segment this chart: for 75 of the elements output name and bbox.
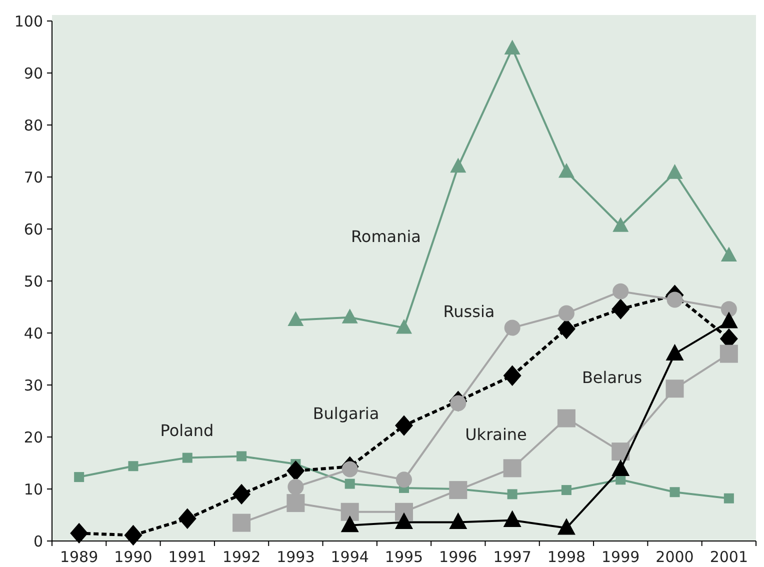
x-tick-label: 1990 bbox=[114, 548, 152, 566]
point bbox=[288, 478, 304, 495]
point bbox=[342, 461, 358, 478]
point bbox=[558, 305, 574, 322]
point bbox=[344, 478, 355, 489]
y-tick-label: 70 bbox=[24, 168, 43, 186]
x-tick-label: 2000 bbox=[656, 548, 694, 566]
point bbox=[395, 415, 413, 436]
point bbox=[449, 481, 468, 500]
point bbox=[720, 301, 737, 318]
point bbox=[232, 514, 251, 532]
series-label: Bulgaria bbox=[312, 404, 380, 423]
series-label: Belarus bbox=[582, 368, 642, 387]
point bbox=[720, 344, 738, 363]
point bbox=[128, 461, 138, 472]
x-tick-label: 1991 bbox=[168, 548, 206, 566]
x-tick-label: 1993 bbox=[276, 548, 315, 566]
point bbox=[178, 508, 196, 529]
x-tick-label: 1994 bbox=[330, 548, 369, 566]
y-tick-label: 80 bbox=[24, 116, 43, 134]
point bbox=[396, 472, 412, 488]
y-tick-label: 50 bbox=[24, 272, 43, 290]
y-tick-label: 40 bbox=[24, 324, 43, 342]
x-tick-label: 2001 bbox=[710, 548, 748, 566]
x-tick-label: 1996 bbox=[439, 548, 478, 566]
y-tick-label: 20 bbox=[24, 428, 43, 446]
point bbox=[74, 472, 84, 482]
point bbox=[666, 344, 684, 361]
point bbox=[557, 409, 576, 428]
y-tick-label: 30 bbox=[24, 376, 43, 394]
point bbox=[612, 298, 630, 320]
point bbox=[720, 246, 737, 262]
point bbox=[504, 320, 520, 336]
series-label: Ukraine bbox=[465, 425, 527, 444]
y-tick-label: 100 bbox=[14, 12, 43, 30]
point bbox=[612, 442, 630, 461]
point bbox=[666, 164, 683, 179]
point bbox=[670, 487, 680, 498]
point bbox=[504, 40, 520, 55]
x-tick-label: 1999 bbox=[602, 548, 640, 566]
point bbox=[396, 319, 412, 334]
x-tick-label: 1992 bbox=[222, 548, 261, 566]
point bbox=[288, 311, 304, 326]
point bbox=[232, 484, 251, 505]
x-tick-label: 1989 bbox=[60, 548, 98, 566]
point bbox=[340, 502, 359, 521]
y-tick-label: 0 bbox=[33, 532, 43, 550]
point bbox=[558, 163, 574, 178]
point bbox=[720, 312, 738, 328]
point bbox=[503, 365, 522, 386]
point bbox=[236, 451, 247, 462]
y-tick-label: 60 bbox=[24, 220, 43, 238]
series-label: Poland bbox=[160, 421, 214, 440]
series-label: Romania bbox=[351, 227, 421, 246]
point bbox=[286, 494, 305, 512]
point bbox=[612, 283, 629, 300]
x-tick-label: 1998 bbox=[547, 548, 586, 566]
series-label: Russia bbox=[443, 302, 495, 321]
point bbox=[507, 489, 518, 500]
y-tick-label: 90 bbox=[24, 64, 43, 82]
point bbox=[612, 217, 629, 232]
point bbox=[503, 459, 522, 478]
point bbox=[724, 493, 734, 504]
point bbox=[70, 522, 88, 544]
y-tick-label: 10 bbox=[24, 480, 43, 498]
point bbox=[342, 308, 358, 324]
point bbox=[450, 158, 466, 173]
point bbox=[182, 452, 192, 463]
x-tick-label: 1997 bbox=[493, 548, 532, 566]
x-tick-label: 1995 bbox=[384, 548, 424, 566]
point bbox=[124, 524, 142, 546]
point bbox=[666, 380, 684, 398]
point bbox=[286, 460, 305, 482]
point bbox=[561, 485, 572, 496]
point bbox=[666, 292, 683, 308]
